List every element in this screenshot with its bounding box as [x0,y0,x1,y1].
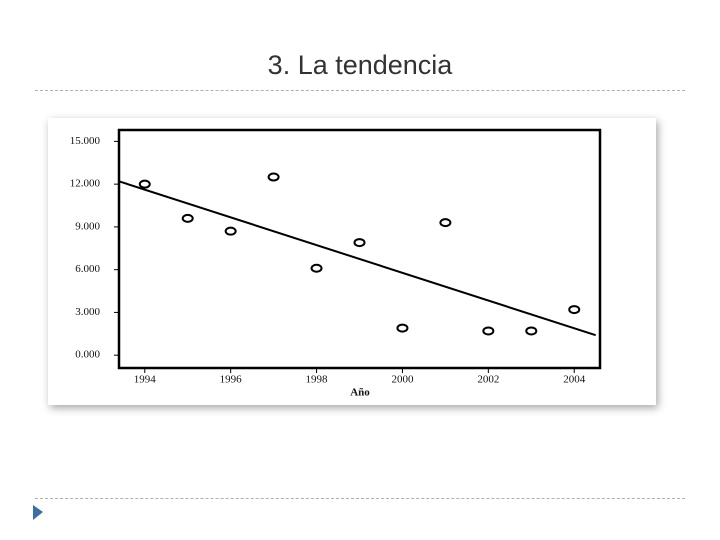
divider [35,90,685,91]
trend-line [118,180,597,337]
y-tick-label: 15.000 [70,135,101,147]
y-tick-label: 0.000 [75,349,100,361]
bullet [33,505,43,520]
y-tick-label: 3.000 [75,306,100,318]
scatter-point [138,179,151,189]
scatter-point [396,323,409,333]
x-tick-label: 2000 [391,374,414,386]
y-tick-label: 9.000 [75,220,100,232]
x-tick-label: 2004 [563,374,586,386]
scatter-point [439,218,452,228]
plot-frame [117,128,602,370]
divider [35,498,685,499]
x-tick-label: 1996 [220,374,243,386]
x-tick-label: 2002 [477,374,499,386]
scatter-point [353,238,366,248]
y-tick-label: 6.000 [75,263,100,275]
scatter-point [181,213,194,223]
scatter-point [568,305,581,315]
slide-title: 3. La tendencia [267,50,453,80]
y-tick-label: 12.000 [70,178,101,190]
x-tick-label: 1998 [306,374,329,386]
scatter-point [224,226,237,236]
scatter-point [310,263,323,273]
chart-panel [48,118,656,405]
scatter-point [267,172,280,182]
x-axis-label: Año [350,387,370,399]
x-tick-label: 1994 [134,374,157,386]
scatter-point [482,326,495,336]
scatter-point [525,326,538,336]
